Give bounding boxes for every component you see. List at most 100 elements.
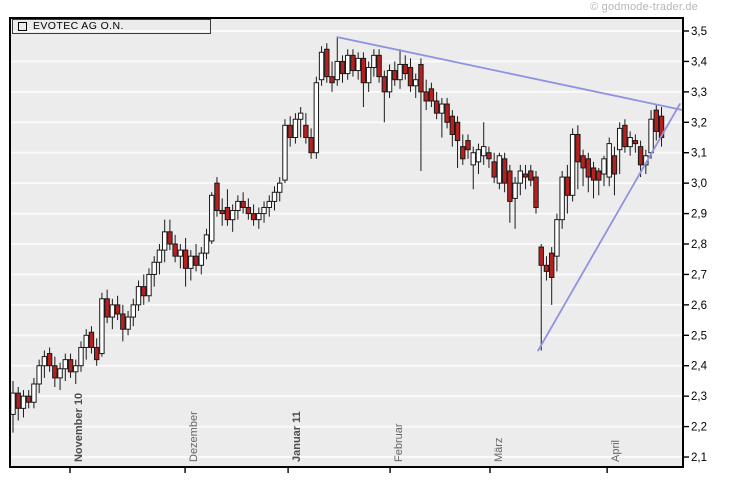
candle-down: [303, 113, 309, 144]
candle-up: [78, 341, 84, 372]
candle-down: [402, 55, 408, 80]
y-axis-label: 2,4: [691, 361, 708, 373]
candle-down: [219, 198, 225, 226]
candle-up: [156, 244, 163, 275]
candle-up: [135, 280, 142, 311]
candle-up: [297, 107, 304, 138]
candle-up: [62, 353, 68, 381]
y-axis-label: 2,7: [691, 269, 707, 281]
candle-up: [313, 76, 320, 159]
candle-up: [355, 52, 361, 80]
month-label: Februar: [393, 423, 405, 462]
candle-down: [324, 43, 330, 83]
plot-border: [9, 17, 684, 468]
candle-down: [339, 55, 346, 83]
candle-down: [250, 204, 257, 226]
candle-up: [365, 61, 372, 92]
candle-down: [172, 234, 178, 263]
candle-up: [345, 49, 351, 80]
candle-down: [507, 164, 513, 223]
candle-down: [491, 152, 497, 184]
candle-down: [444, 97, 450, 129]
candle-down: [580, 149, 586, 187]
candle-down: [522, 164, 529, 190]
candle-up: [318, 46, 325, 86]
candle-down: [381, 70, 388, 123]
y-axis-label: 3,4: [691, 56, 708, 68]
candle-up: [125, 310, 131, 336]
candle-down: [575, 125, 581, 190]
candle-up: [177, 244, 184, 269]
candle-up: [601, 155, 607, 187]
candle-down: [93, 338, 100, 366]
candle-down: [360, 52, 367, 108]
candle-down: [104, 289, 110, 324]
candle-down: [585, 152, 591, 193]
y-axis-label: 2,6: [691, 300, 707, 312]
candle-down: [460, 134, 466, 165]
candle-up: [36, 359, 42, 394]
candle-up: [31, 377, 37, 409]
candle-down: [596, 167, 602, 196]
chart-title: EVOTEC AG O.N.: [33, 20, 124, 33]
y-axis-label: 3,3: [691, 87, 707, 99]
candle-down: [287, 116, 293, 147]
candle-up: [271, 186, 278, 211]
candle-down: [543, 256, 550, 281]
candle-down: [245, 198, 252, 220]
candle-down: [465, 134, 471, 159]
candle-up: [20, 390, 27, 418]
month-label: April: [610, 440, 622, 462]
trendline-descending-resistance: [336, 36, 684, 112]
candle-up: [229, 204, 236, 232]
month-label: März: [493, 438, 505, 462]
candle-down: [15, 387, 21, 421]
candle-up: [266, 195, 272, 217]
candle-down: [564, 164, 571, 214]
candle-down: [350, 49, 356, 77]
candle-down: [501, 152, 508, 193]
y-axis-label: 2,3: [691, 391, 707, 403]
candle-up: [161, 219, 168, 263]
candle-up: [413, 73, 419, 98]
legend-checkbox-icon[interactable]: [18, 22, 27, 31]
candle-up: [627, 131, 633, 156]
candle-up: [282, 119, 288, 184]
y-axis-label: 2,2: [691, 422, 707, 434]
candle-down: [632, 134, 639, 153]
candle-up: [261, 201, 267, 223]
candle-down: [392, 61, 398, 86]
month-label: November 10: [73, 393, 85, 462]
candle-up: [198, 247, 204, 275]
y-axis-label: 2,9: [691, 209, 707, 221]
candle-down: [88, 326, 95, 354]
candle-down: [622, 119, 628, 153]
candle-up: [439, 97, 445, 138]
candle-up: [277, 177, 283, 202]
candle-down: [454, 116, 461, 168]
candle-down: [46, 347, 53, 372]
candle-down: [548, 247, 555, 305]
candle-down: [590, 161, 597, 199]
candle-up: [386, 64, 393, 98]
candle-down: [423, 79, 429, 111]
candle-up: [209, 192, 215, 245]
y-axis-label: 3,1: [691, 148, 707, 160]
candle-up: [235, 195, 241, 220]
candle-up: [83, 329, 89, 360]
candle-down: [533, 170, 539, 214]
candle-up: [569, 128, 576, 202]
y-axis-label: 2,1: [691, 452, 707, 464]
candle-up: [73, 359, 79, 384]
candle-down: [193, 244, 199, 272]
candle-up: [256, 207, 262, 229]
candle-up: [188, 250, 194, 281]
candle-down: [52, 356, 58, 388]
candle-up: [475, 143, 482, 175]
candle-up: [334, 37, 340, 86]
candle-up: [203, 228, 210, 260]
candle-up: [41, 350, 48, 378]
candle-down: [25, 390, 32, 409]
